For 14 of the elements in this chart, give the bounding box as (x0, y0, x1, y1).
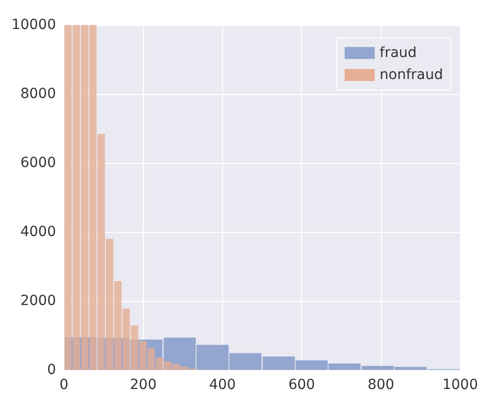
y-tick-label: 2000 (20, 293, 56, 309)
x-tick-label: 200 (130, 377, 157, 393)
y-tick-label: 6000 (20, 155, 56, 171)
legend-label: fraud (380, 45, 417, 61)
legend-label: nonfraud (380, 67, 444, 83)
x-tick-label: 600 (288, 377, 316, 393)
x-tick-label: 1000 (442, 377, 478, 393)
x-tick-label: 800 (368, 377, 394, 393)
y-tick-label: 4000 (20, 224, 56, 240)
y-tick-label: 0 (47, 362, 56, 378)
x-tick-label: 0 (60, 377, 68, 393)
x-tick-label: 400 (209, 377, 236, 393)
y-tick-label: 10000 (11, 17, 56, 33)
y-tick-label: 8000 (20, 86, 56, 102)
